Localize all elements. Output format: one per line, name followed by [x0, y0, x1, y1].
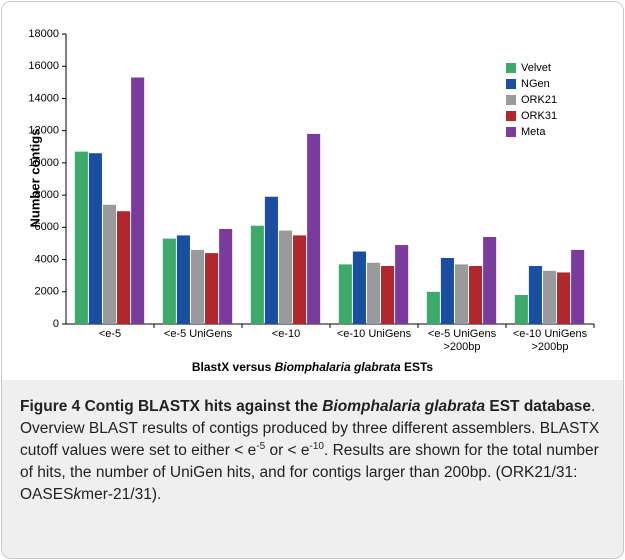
caption-text: -10	[309, 440, 324, 452]
chart-area: Number contigs 0 2000 4000 6000 8000 10000 120…	[2, 2, 623, 380]
bar	[307, 133, 321, 324]
legend-swatch	[506, 127, 516, 137]
legend-swatch	[506, 95, 516, 105]
y-tick-label: 16000	[28, 60, 59, 72]
bar	[190, 249, 205, 324]
y-tick-label: 14000	[28, 92, 59, 104]
bar	[454, 264, 469, 324]
y-tick-label: 12000	[28, 125, 59, 137]
legend-label: Meta	[521, 126, 546, 138]
legend-label: NGen	[521, 78, 550, 90]
legend-swatch	[506, 63, 516, 73]
bar	[352, 251, 366, 324]
bar	[131, 77, 145, 324]
y-tick-label: 8000	[35, 189, 59, 201]
bar	[381, 266, 395, 324]
bar	[571, 249, 585, 324]
y-tick-label: 0	[53, 318, 59, 330]
bar	[88, 153, 102, 324]
caption-text: k	[73, 486, 82, 503]
caption-text: . Overview BLAST results of contigs prod…	[20, 398, 600, 459]
caption: Figure 4 Contig BLASTX hits against the …	[2, 380, 623, 558]
legend-swatch	[506, 111, 516, 121]
y-tick-label: 2000	[35, 286, 59, 298]
x-tick-label: <e-5	[98, 328, 122, 340]
caption-text: mer-21/31).	[81, 486, 162, 503]
bar	[264, 196, 278, 324]
bar	[557, 272, 571, 324]
bar	[542, 270, 557, 324]
legend-label: Velvet	[521, 62, 551, 74]
caption-text: EST database	[485, 398, 592, 415]
bar	[514, 295, 528, 324]
bar	[426, 291, 440, 324]
x-tick-label: <e-10 UniGens	[336, 328, 412, 340]
x-tick-label: <e-10	[271, 328, 301, 340]
chart: Number contigs 0 2000 4000 6000 8000 10000 120…	[27, 28, 595, 330]
y-axis-label: Number contigs	[27, 129, 42, 228]
x-label-part: Biomphalaria glabrata	[274, 360, 401, 374]
caption-text: or < e	[265, 442, 310, 459]
bar	[440, 257, 454, 324]
bar	[338, 264, 352, 324]
bar	[74, 151, 88, 324]
bar	[395, 245, 409, 324]
x-tick-label: <e-5 UniGens >200bp	[427, 328, 497, 353]
bar	[293, 235, 307, 324]
legend-swatch	[506, 79, 516, 89]
bar	[162, 238, 176, 324]
bar	[366, 262, 381, 324]
x-tick-label: <e-5 UniGens	[163, 328, 233, 340]
bar	[469, 266, 483, 324]
x-label-part: ESTs	[400, 360, 434, 374]
y-tick-label: 10000	[28, 157, 59, 169]
bar	[117, 211, 131, 324]
caption-text: -5	[256, 440, 266, 452]
y-tick-label: 18000	[28, 28, 59, 40]
y-tick-label: 4000	[35, 253, 59, 265]
legend-label: ORK21	[521, 94, 557, 106]
caption-text: Biomphalaria glabrata	[322, 398, 486, 415]
x-tick-label: <e-10 UniGens >200bp	[512, 328, 588, 353]
bar	[219, 228, 233, 324]
bar	[176, 235, 190, 324]
bar	[102, 204, 117, 324]
caption-text: Figure 4 Contig BLASTX hits against the	[20, 398, 323, 415]
bar	[205, 253, 219, 324]
legend-label: ORK31	[521, 110, 557, 122]
x-axis-label: BlastX versus Biomphalaria glabrata ESTs	[2, 360, 623, 374]
y-tick-label: 6000	[35, 221, 59, 233]
bar	[483, 237, 497, 324]
caption-text: . Results are shown for the total number…	[20, 442, 599, 503]
bar	[278, 230, 293, 324]
bar	[528, 266, 542, 324]
x-label-part: BlastX versus	[191, 360, 275, 374]
bar	[250, 225, 264, 324]
